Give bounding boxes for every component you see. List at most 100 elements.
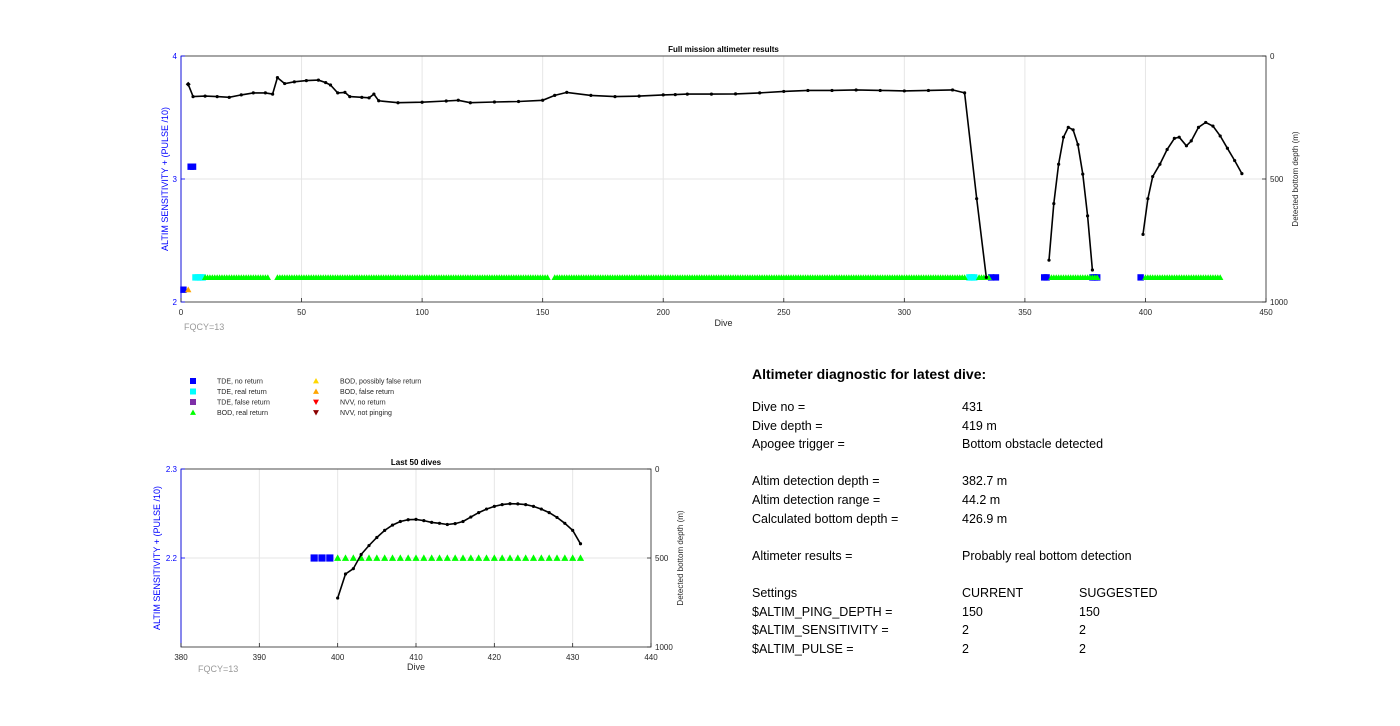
status-marker-bod-real-return [506, 554, 514, 561]
depth-point [420, 100, 424, 104]
diagnostic-row: Settings CURRENT SUGGESTED [752, 584, 1312, 603]
status-marker-bod-real-return [475, 554, 483, 561]
status-marker-tde-real-return [971, 274, 978, 281]
status-marker-bod-real-return [545, 554, 553, 561]
y-tick-label: 2.3 [166, 465, 178, 474]
status-marker-bod-real-return [498, 554, 506, 561]
depth-point [637, 94, 641, 98]
diagnostic-row: Dive depth = 419 m [752, 417, 1312, 436]
depth-point [292, 80, 296, 84]
depth-point [1233, 158, 1237, 163]
depth-point [383, 528, 387, 533]
depth-point [1196, 125, 1201, 129]
legend-marker [190, 409, 196, 415]
status-marker-bod-real-return [412, 554, 420, 561]
depth-point [1090, 268, 1094, 272]
status-marker-tde-no-return [1137, 274, 1144, 281]
x-tick-label: 100 [415, 308, 429, 317]
y-tick-label: 4 [173, 52, 178, 61]
depth-point [1057, 162, 1061, 166]
legend-marker [190, 378, 196, 384]
frequency-footnote: FQCY=13 [184, 322, 224, 332]
depth-point [1085, 214, 1090, 218]
x-tick-label: 440 [644, 653, 658, 662]
depth-point [1141, 232, 1145, 236]
depth-point [336, 91, 340, 95]
diagnostic-row: Altim detection depth = 382.7 m [752, 472, 1312, 491]
status-marker-bod-real-return [443, 554, 451, 561]
x-tick-label: 250 [777, 308, 791, 317]
depth-line [187, 76, 988, 278]
status-marker-bod-real-return [381, 554, 389, 561]
diagnostic-value: 426.9 m [962, 511, 1008, 526]
depth-point [902, 89, 906, 93]
status-marker-tde-no-return [992, 274, 1000, 281]
depth-point [461, 519, 465, 524]
legend-marker [313, 410, 319, 416]
legend-label: BOD, false return [340, 389, 394, 396]
diagnostic-row: Apogee trigger = Bottom obstacle detected [752, 435, 1312, 454]
depth-point [1061, 135, 1066, 139]
status-marker-bod-real-return [404, 554, 412, 561]
depth-point [1076, 142, 1080, 147]
depth-point [547, 511, 551, 515]
diagnostic-suggested-value: 150 [1079, 604, 1100, 619]
depth-point [589, 93, 593, 97]
legend: TDE, no return TDE, real return TDE, false… [190, 378, 421, 417]
depth-point [468, 101, 472, 105]
depth-point [1211, 124, 1215, 128]
depth-point [271, 92, 275, 96]
depth-point [316, 78, 321, 82]
depth-point [553, 93, 557, 97]
depth-point [324, 80, 328, 85]
x-axis-label: Dive [407, 662, 425, 672]
depth-point [239, 93, 243, 97]
depth-point [1071, 128, 1075, 132]
chart-title: Last 50 dives [391, 458, 442, 467]
status-marker-bod-real-return [264, 274, 271, 280]
depth-point [782, 89, 786, 94]
status-marker-bod-real-return [467, 554, 475, 561]
status-marker-bod-real-return [561, 554, 569, 561]
depth-point [444, 99, 448, 103]
status-marker-bod-real-return [388, 554, 397, 561]
y2-tick-label: 1000 [655, 643, 673, 652]
depth-line [1048, 126, 1094, 271]
depth-point [1177, 135, 1181, 139]
depth-point [343, 90, 347, 95]
diagnostic-label: Dive depth = [752, 418, 823, 433]
depth-point [531, 504, 536, 508]
status-marker-tde-no-return [318, 554, 326, 562]
depth-point [263, 91, 267, 95]
diagnostic-label: Settings [752, 585, 798, 600]
depth-point [251, 91, 255, 95]
diagnostic-row: Calculated bottom depth = 426.9 m [752, 510, 1312, 529]
depth-point [1204, 120, 1208, 125]
diagnostic-gap [752, 565, 1312, 584]
depth-point [524, 503, 528, 507]
status-marker-tde-no-return [1043, 274, 1050, 281]
depth-point [430, 520, 434, 525]
diagnostic-value: Probably real bottom detection [962, 548, 1132, 563]
diagnostic-value: 419 m [962, 418, 997, 433]
depth-point [1218, 134, 1222, 138]
depth-point [328, 83, 333, 87]
depth-point [1184, 144, 1189, 148]
status-marker-bod-real-return [529, 554, 538, 561]
y-tick-label: 3 [173, 175, 178, 184]
depth-point [963, 91, 967, 95]
diagnostic-row: $ALTIM_PULSE = 2 2 [752, 640, 1312, 659]
depth-point [191, 94, 195, 99]
last-50-dives-chart: 380 390 400 410 420 430 440 2.2 2.3 0 500 1000 Last … [152, 458, 685, 674]
depth-point [469, 515, 473, 519]
x-tick-label: 150 [536, 308, 550, 317]
depth-point [1052, 202, 1056, 206]
depth-point [445, 522, 449, 527]
depth-point [733, 92, 738, 96]
status-marker-tde-no-return [180, 286, 187, 293]
depth-point [673, 93, 677, 97]
depth-point [1047, 258, 1051, 262]
depth-point [372, 92, 376, 96]
status-marker-bod-real-return [482, 554, 491, 561]
depth-point [830, 88, 834, 93]
